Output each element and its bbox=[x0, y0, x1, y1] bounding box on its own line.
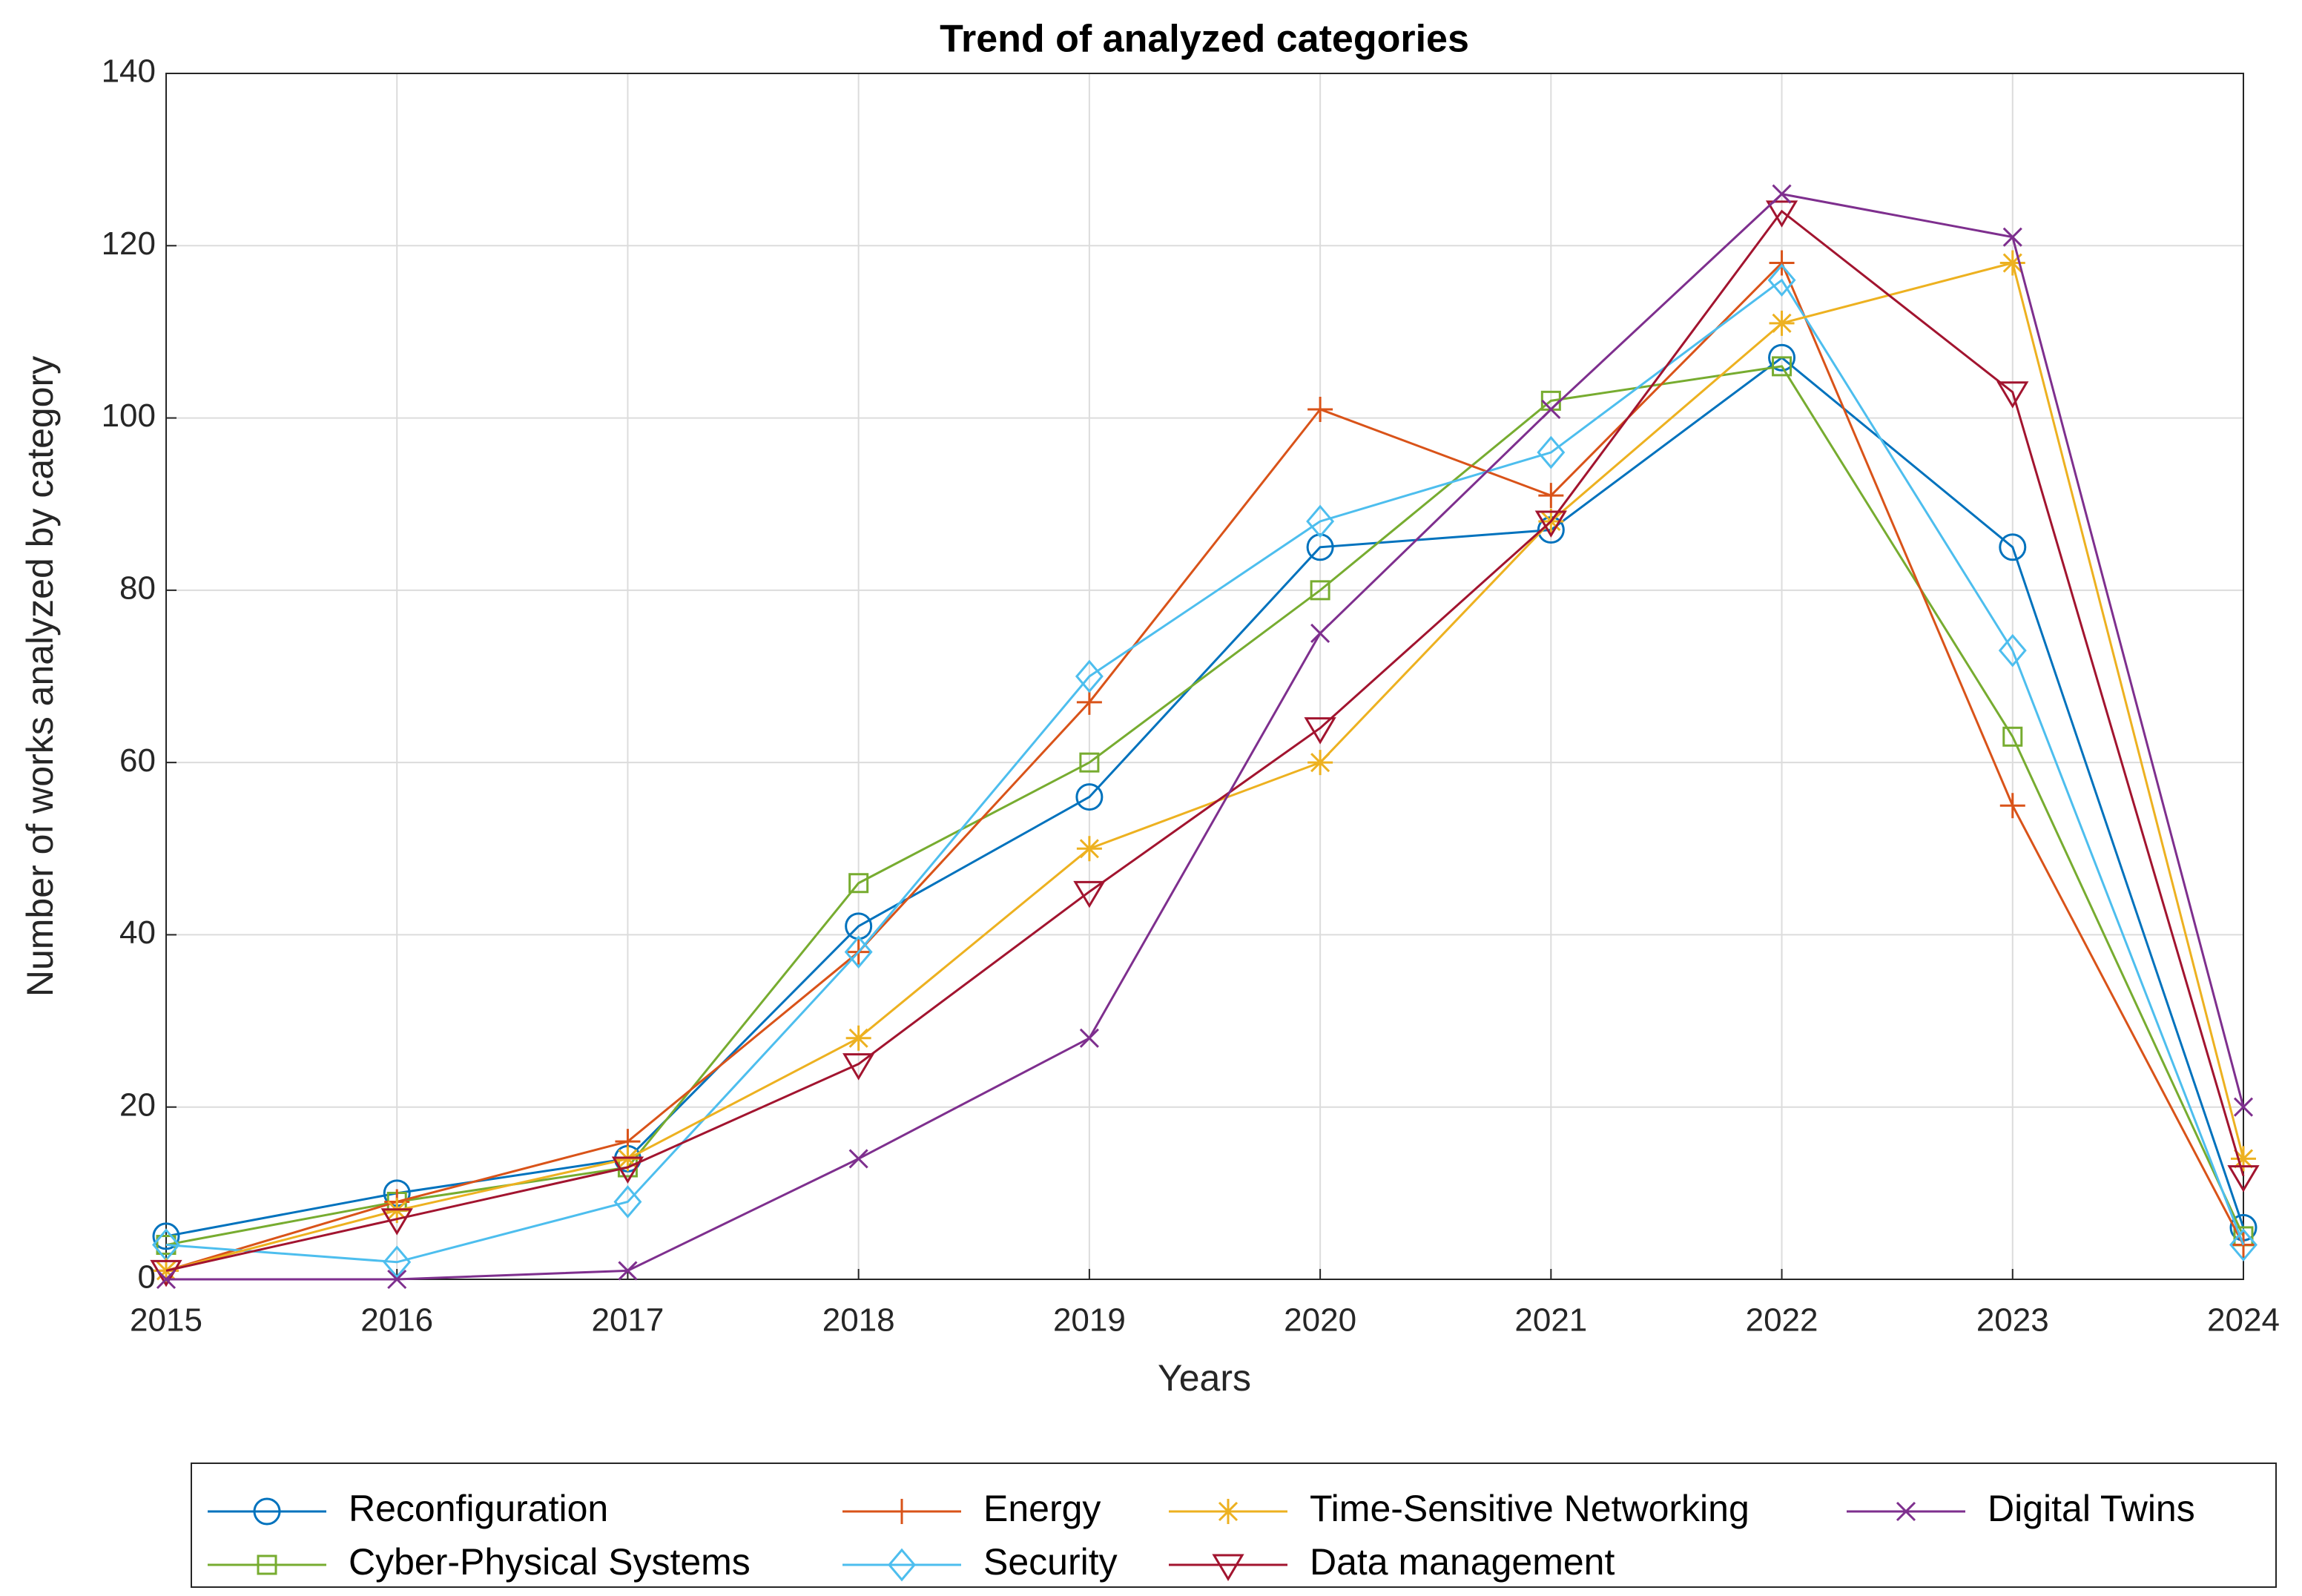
y-tick-label: 120 bbox=[102, 225, 156, 262]
plot-frame bbox=[165, 73, 2244, 1280]
marker bbox=[1772, 356, 1793, 377]
marker bbox=[1538, 483, 1564, 509]
marker bbox=[842, 1053, 875, 1081]
y-tick-label: 80 bbox=[119, 570, 156, 606]
series-line bbox=[166, 192, 2245, 1281]
legend-label: Reconfiguration bbox=[349, 1488, 608, 1529]
legend-marker bbox=[1896, 1501, 1916, 1522]
marker bbox=[1541, 399, 1561, 420]
marker bbox=[1768, 343, 1796, 372]
marker bbox=[1765, 200, 1798, 228]
marker bbox=[1075, 783, 1104, 811]
legend-marker bbox=[257, 1554, 277, 1575]
marker bbox=[383, 1245, 412, 1279]
marker bbox=[1310, 580, 1330, 601]
x-tick-label: 2015 bbox=[130, 1302, 202, 1339]
marker bbox=[380, 1208, 413, 1236]
marker bbox=[1999, 533, 2027, 561]
marker bbox=[152, 1222, 180, 1250]
marker bbox=[2002, 726, 2023, 747]
legend-box bbox=[191, 1463, 2277, 1588]
legend-label: Energy bbox=[983, 1488, 1101, 1529]
y-tick-label: 20 bbox=[119, 1086, 156, 1123]
marker bbox=[1307, 396, 1333, 422]
marker bbox=[2002, 227, 2022, 247]
marker bbox=[844, 935, 873, 969]
y-tick-label: 60 bbox=[119, 742, 156, 779]
legend-label: Cyber-Physical Systems bbox=[349, 1541, 751, 1583]
marker bbox=[1307, 750, 1333, 776]
x-tick-label: 2018 bbox=[822, 1302, 895, 1339]
marker bbox=[1079, 1028, 1099, 1048]
x-axis-label: Years bbox=[1158, 1357, 1251, 1399]
marker bbox=[1073, 880, 1106, 909]
marker bbox=[2229, 1228, 2258, 1262]
x-tick-label: 2020 bbox=[1284, 1302, 1356, 1339]
legend-label: Data management bbox=[1310, 1541, 1615, 1583]
legend-marker bbox=[1216, 1499, 1241, 1524]
legend-marker bbox=[253, 1497, 281, 1526]
marker bbox=[1769, 250, 1795, 276]
series-line bbox=[165, 209, 2245, 1272]
marker bbox=[845, 1025, 871, 1051]
y-tick-label: 0 bbox=[138, 1259, 156, 1296]
marker bbox=[848, 1149, 868, 1169]
marker bbox=[1304, 717, 1336, 745]
marker bbox=[1999, 793, 2025, 819]
marker bbox=[611, 1156, 644, 1184]
marker bbox=[1076, 689, 1102, 715]
marker bbox=[387, 1269, 407, 1290]
x-tick-label: 2016 bbox=[360, 1302, 433, 1339]
y-tick-label: 140 bbox=[102, 53, 156, 90]
marker bbox=[1306, 504, 1335, 538]
series-line bbox=[165, 356, 2245, 1238]
marker bbox=[618, 1261, 638, 1281]
marker bbox=[1769, 310, 1795, 336]
marker bbox=[154, 1258, 179, 1284]
series-line bbox=[165, 278, 2245, 1264]
marker bbox=[2231, 1146, 2256, 1172]
legend-marker bbox=[888, 1548, 916, 1582]
legend-marker bbox=[1212, 1554, 1244, 1581]
marker bbox=[1534, 510, 1567, 538]
marker bbox=[1996, 381, 2029, 409]
x-tick-label: 2023 bbox=[1976, 1302, 2049, 1339]
series-line bbox=[165, 261, 2245, 1272]
marker bbox=[1079, 752, 1100, 773]
legend-label: Time-Sensitive Networking bbox=[1310, 1488, 1749, 1529]
x-tick-label: 2019 bbox=[1053, 1302, 1126, 1339]
legend-label: Digital Twins bbox=[1988, 1488, 2195, 1529]
x-tick-label: 2021 bbox=[1514, 1302, 1587, 1339]
series-line bbox=[165, 260, 2245, 1272]
marker bbox=[1772, 184, 1792, 204]
legend-label: Security bbox=[983, 1541, 1118, 1583]
x-tick-label: 2017 bbox=[591, 1302, 664, 1339]
marker bbox=[848, 873, 869, 894]
marker bbox=[2233, 1097, 2254, 1117]
chart-title: Trend of analyzed categories bbox=[940, 18, 1469, 61]
y-tick-label: 40 bbox=[119, 914, 156, 951]
marker bbox=[1076, 836, 1102, 862]
marker bbox=[1999, 250, 2025, 276]
x-tick-label: 2024 bbox=[2207, 1302, 2280, 1339]
marker bbox=[1998, 633, 2027, 667]
y-tick-label: 100 bbox=[102, 398, 156, 434]
marker bbox=[1537, 435, 1566, 469]
legend-marker bbox=[889, 1499, 914, 1524]
marker bbox=[156, 1269, 177, 1290]
marker bbox=[1767, 263, 1796, 297]
marker bbox=[2227, 1165, 2260, 1193]
marker bbox=[1310, 623, 1330, 643]
y-axis-label: Number of works analyzed by category bbox=[19, 356, 61, 997]
marker bbox=[1075, 659, 1104, 693]
marker bbox=[613, 1185, 642, 1219]
x-tick-label: 2022 bbox=[1746, 1302, 1818, 1339]
